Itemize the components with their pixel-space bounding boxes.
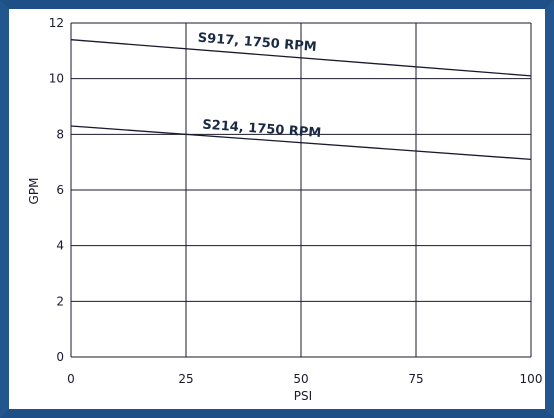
y-tick-label: 4: [56, 239, 64, 253]
grid: [70, 22, 532, 358]
tick-labels: 0 25 50 75 100 0 2 4 6 8 10 12: [49, 16, 543, 386]
x-tick-label: 75: [408, 372, 423, 386]
series-line: [70, 125, 532, 161]
y-tick-label: 2: [56, 294, 64, 308]
x-axis-title: PSI: [294, 389, 312, 403]
x-tick-label: 25: [178, 372, 193, 386]
y-tick-label: 6: [56, 183, 64, 197]
y-tick-label: 10: [49, 72, 64, 86]
y-tick-label: 0: [56, 350, 64, 364]
y-tick-label: 12: [49, 16, 64, 30]
series-label: S214, 1750 RPM: [202, 118, 322, 142]
y-axis-title: GPM: [27, 178, 41, 205]
x-tick-label: 0: [67, 372, 75, 386]
x-tick-label: 50: [293, 372, 308, 386]
series-line: [70, 39, 532, 77]
x-tick-label: 100: [520, 372, 543, 386]
y-tick-label: 8: [56, 127, 64, 141]
